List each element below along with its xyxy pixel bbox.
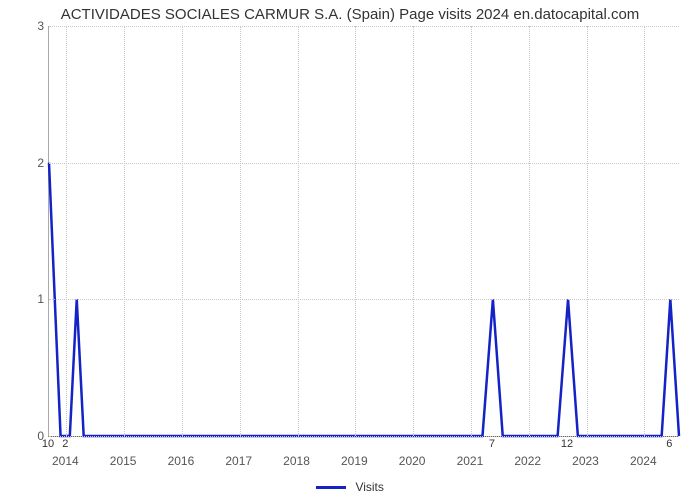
- gridline-horizontal: [49, 163, 679, 164]
- line-series: [49, 26, 679, 436]
- y-tick-label: 3: [28, 19, 44, 33]
- x-tick-label: 2017: [225, 454, 252, 468]
- legend-label: Visits: [355, 480, 383, 494]
- gridline-horizontal: [49, 436, 679, 437]
- y-tick-label: 1: [28, 292, 44, 306]
- plot-area: [48, 26, 679, 437]
- gridline-vertical: [529, 26, 530, 436]
- x-tick-label: 2014: [52, 454, 79, 468]
- gridline-vertical: [355, 26, 356, 436]
- x-tick-label: 2016: [168, 454, 195, 468]
- gridline-horizontal: [49, 26, 679, 27]
- x-tick-label: 2023: [572, 454, 599, 468]
- data-point-label: 7: [489, 438, 495, 450]
- gridline-vertical: [124, 26, 125, 436]
- gridline-vertical: [471, 26, 472, 436]
- x-tick-label: 2015: [110, 454, 137, 468]
- legend-swatch: [316, 486, 346, 489]
- gridline-horizontal: [49, 299, 679, 300]
- x-tick-label: 2020: [399, 454, 426, 468]
- gridline-vertical: [413, 26, 414, 436]
- data-point-label: 10: [42, 438, 54, 450]
- chart-container: ACTIVIDADES SOCIALES CARMUR S.A. (Spain)…: [0, 0, 700, 500]
- gridline-vertical: [644, 26, 645, 436]
- gridline-vertical: [587, 26, 588, 436]
- gridline-vertical: [182, 26, 183, 436]
- gridline-vertical: [240, 26, 241, 436]
- gridline-vertical: [298, 26, 299, 436]
- x-tick-label: 2024: [630, 454, 657, 468]
- gridline-vertical: [66, 26, 67, 436]
- legend: Visits: [0, 480, 700, 494]
- x-tick-label: 2021: [457, 454, 484, 468]
- data-point-label: 6: [666, 438, 672, 450]
- data-point-label: 12: [561, 438, 573, 450]
- x-tick-label: 2019: [341, 454, 368, 468]
- x-tick-label: 2022: [514, 454, 541, 468]
- x-tick-label: 2018: [283, 454, 310, 468]
- chart-title: ACTIVIDADES SOCIALES CARMUR S.A. (Spain)…: [0, 6, 700, 23]
- data-point-label: 2: [62, 438, 68, 450]
- y-tick-label: 2: [28, 156, 44, 170]
